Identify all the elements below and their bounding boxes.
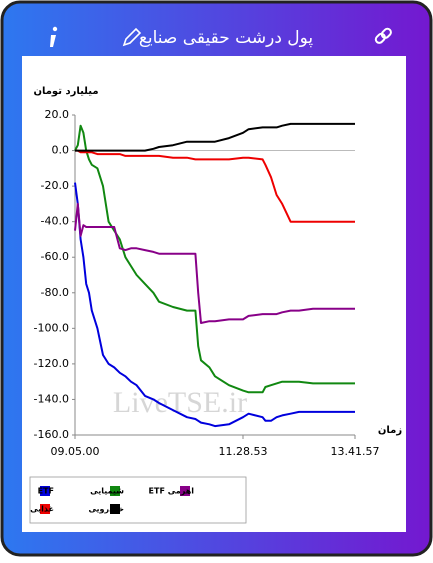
- y-tick-label: -160.0: [34, 428, 69, 441]
- x-tick-label: 13.41.57: [331, 445, 380, 458]
- series-line: [74, 124, 355, 394]
- legend-label: غذایی: [30, 505, 54, 514]
- x-tick-label: 11.28.53: [219, 445, 268, 458]
- series-line: [74, 182, 355, 428]
- link-icon[interactable]: [374, 27, 392, 44]
- header-title: پول درشت حقیقی صنایع: [139, 28, 314, 48]
- y-axis-label: میلیارد تومان: [33, 86, 98, 97]
- y-tick-label: 0.0: [52, 144, 70, 157]
- legend-swatch: [180, 486, 190, 496]
- y-tick-label: -40.0: [41, 215, 69, 228]
- x-tick-label: 09.05.00: [51, 445, 100, 458]
- series-line: [75, 149, 355, 223]
- legend-swatch: [40, 486, 50, 496]
- y-tick-label: 20.0: [45, 108, 70, 121]
- y-tick-label: -20.0: [41, 179, 69, 192]
- y-tick-label: -100.0: [34, 321, 69, 334]
- legend-label: ETF اهرمی: [149, 487, 195, 496]
- legend-swatch: [40, 504, 50, 514]
- y-tick-label: -120.0: [34, 357, 69, 370]
- legend-swatch: [110, 486, 120, 496]
- legend-label: ETF: [38, 487, 54, 496]
- x-axis-label: زمان: [378, 425, 402, 436]
- chart-panel: [22, 56, 406, 532]
- y-tick-label: -80.0: [41, 286, 69, 299]
- edit-icon[interactable]: [122, 27, 142, 47]
- y-tick-label: -140.0: [34, 392, 69, 405]
- y-tick-label: -60.0: [41, 250, 69, 263]
- legend-box: [29, 476, 247, 524]
- series-line: [74, 202, 355, 324]
- info-icon[interactable]: [50, 26, 58, 47]
- series-line: [75, 122, 355, 152]
- legend-swatch: [110, 504, 120, 514]
- legend-label: خودرویی: [88, 505, 124, 514]
- legend-label: شیمیایی: [90, 487, 124, 496]
